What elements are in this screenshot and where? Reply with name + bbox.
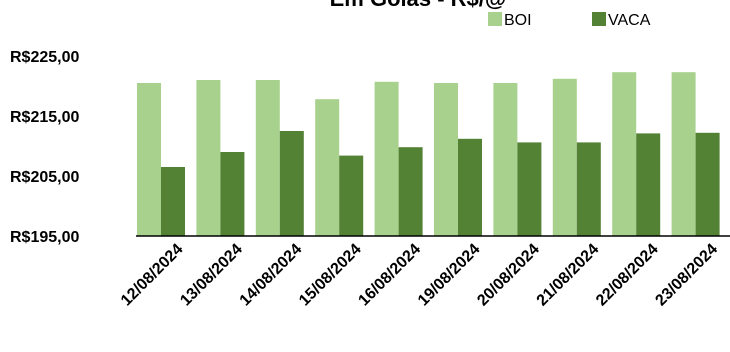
legend-swatch-boi	[488, 12, 502, 26]
legend-label-vaca: VACA	[608, 12, 651, 29]
x-axis-ticks: 12/08/202413/08/202414/08/202415/08/2024…	[118, 241, 721, 310]
bar-vaca	[517, 142, 542, 236]
bar-vaca	[458, 138, 482, 236]
x-tick-label: 13/08/2024	[177, 241, 246, 310]
bar-vaca	[695, 132, 720, 236]
legend: BOI VACA	[488, 12, 651, 29]
bar-boi	[196, 80, 221, 236]
x-tick-label: 16/08/2024	[355, 241, 424, 310]
x-tick-label: 23/08/2024	[652, 241, 721, 310]
bar-boi	[612, 72, 637, 236]
x-tick-label: 14/08/2024	[237, 241, 306, 310]
bars	[137, 72, 720, 236]
x-tick-label: 12/08/2024	[118, 241, 187, 310]
bar-boi	[434, 83, 458, 236]
x-tick-label: 20/08/2024	[474, 241, 543, 310]
bar-boi	[374, 81, 399, 236]
legend-swatch-vaca	[592, 12, 606, 26]
bar-boi	[315, 99, 340, 236]
y-tick-label: R$205,00	[10, 169, 79, 186]
bar-vaca	[398, 147, 423, 236]
bar-vaca	[339, 155, 364, 236]
bar-boi	[493, 83, 518, 236]
y-axis-ticks: R$195,00 R$205,00 R$215,00 R$225,00	[10, 49, 79, 246]
x-tick-label: 22/08/2024	[593, 241, 662, 310]
bar-boi	[671, 72, 696, 236]
chart-title: Em Goiás - R$/@	[330, 0, 507, 11]
x-tick-label: 21/08/2024	[534, 241, 603, 310]
bar-vaca	[220, 152, 245, 236]
y-tick-label: R$225,00	[10, 49, 79, 66]
x-tick-label: 15/08/2024	[296, 241, 365, 310]
x-tick-label: 19/08/2024	[415, 241, 484, 310]
legend-label-boi: BOI	[504, 12, 532, 29]
bar-boi	[552, 78, 577, 236]
bar-boi	[137, 83, 161, 236]
bar-vaca	[636, 133, 661, 236]
bar-vaca	[576, 142, 601, 236]
bar-vaca	[161, 167, 185, 236]
y-tick-label: R$215,00	[10, 109, 79, 126]
y-tick-label: R$195,00	[10, 229, 79, 246]
bar-boi	[255, 80, 280, 236]
bar-vaca	[279, 131, 304, 236]
